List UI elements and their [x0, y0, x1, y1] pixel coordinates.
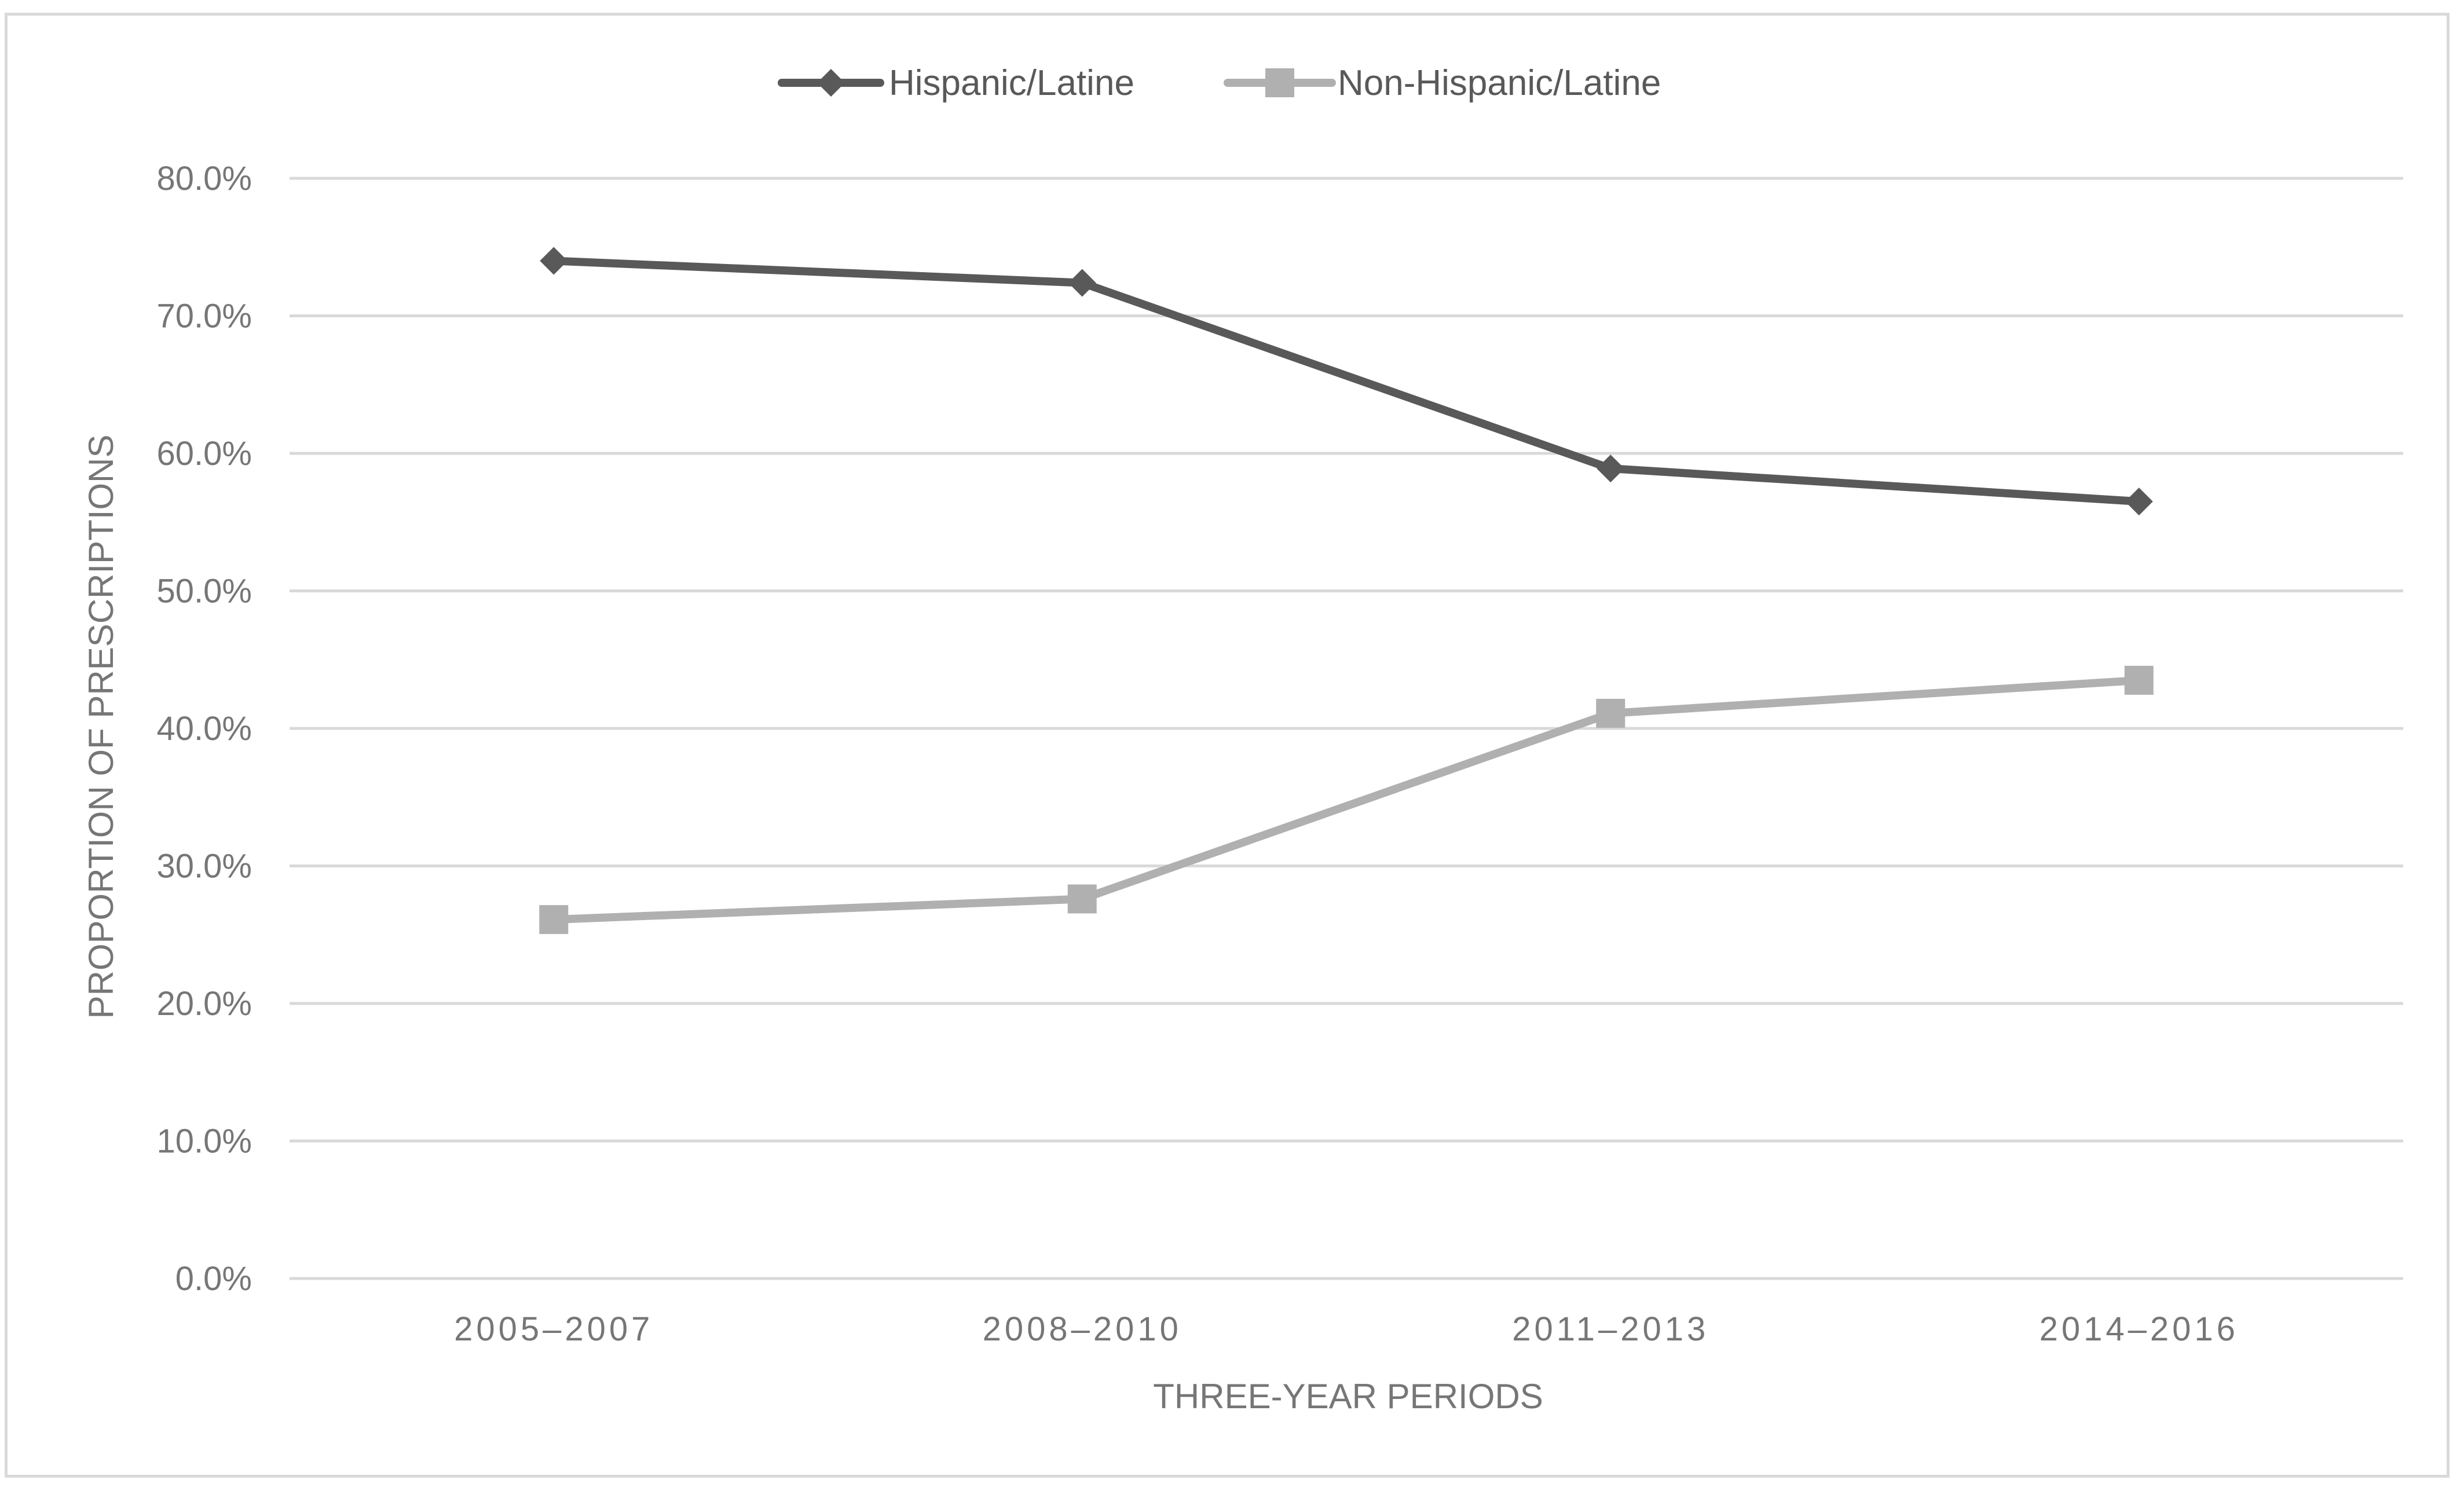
y-tick-label: 20.0% — [157, 985, 252, 1023]
series-line-1 — [550, 257, 2143, 506]
series-line-2 — [550, 676, 2143, 924]
data-point — [1067, 884, 1097, 914]
legend-item: Hispanic/Latine — [778, 63, 1134, 103]
legend: Hispanic/Latine Non-Hispanic/Latine — [778, 63, 1661, 103]
legend-marker — [817, 69, 845, 97]
x-tick-label: 2008–2010 — [983, 1310, 1182, 1348]
data-point — [1596, 698, 1625, 728]
chart-frame — [5, 13, 2450, 1478]
x-axis-title: THREE-YEAR PERIODS — [1153, 1377, 1543, 1416]
data-point — [2125, 488, 2153, 516]
data-point — [1597, 455, 1625, 483]
x-axis-ticks: 2005–2007 2008–2010 2011–2013 2014–2016 — [454, 1310, 2239, 1348]
data-point — [539, 905, 569, 935]
legend-label: Non-Hispanic/Latine — [1338, 63, 1661, 103]
legend-item: Non-Hispanic/Latine — [1224, 63, 1661, 103]
data-point — [540, 247, 568, 275]
data-point — [1068, 269, 1096, 297]
y-axis-ticks: 0.0% 10.0% 20.0% 30.0% 40.0% 50.0% 60.0% 70.0% 8… — [157, 160, 252, 1298]
gridlines — [290, 177, 2403, 1280]
y-tick-label: 50.0% — [157, 573, 252, 610]
legend-marker — [1265, 68, 1294, 97]
x-tick-label: 2011–2013 — [1512, 1310, 1709, 1348]
y-tick-label: 80.0% — [157, 160, 252, 197]
y-tick-label: 30.0% — [157, 848, 252, 885]
y-tick-label: 0.0% — [175, 1260, 252, 1298]
x-tick-label: 2005–2007 — [454, 1310, 653, 1348]
y-axis-title: PROPORTION OF PRESCRIPTIONS — [82, 434, 120, 1019]
y-tick-label: 40.0% — [157, 710, 252, 748]
legend-label: Hispanic/Latine — [889, 63, 1134, 103]
series-markers — [539, 247, 2154, 935]
y-tick-label: 60.0% — [157, 435, 252, 472]
data-point — [2124, 665, 2154, 695]
y-tick-label: 10.0% — [157, 1123, 252, 1160]
y-tick-label: 70.0% — [157, 298, 252, 335]
series-lines — [550, 257, 2143, 924]
x-tick-label: 2014–2016 — [2040, 1310, 2239, 1348]
